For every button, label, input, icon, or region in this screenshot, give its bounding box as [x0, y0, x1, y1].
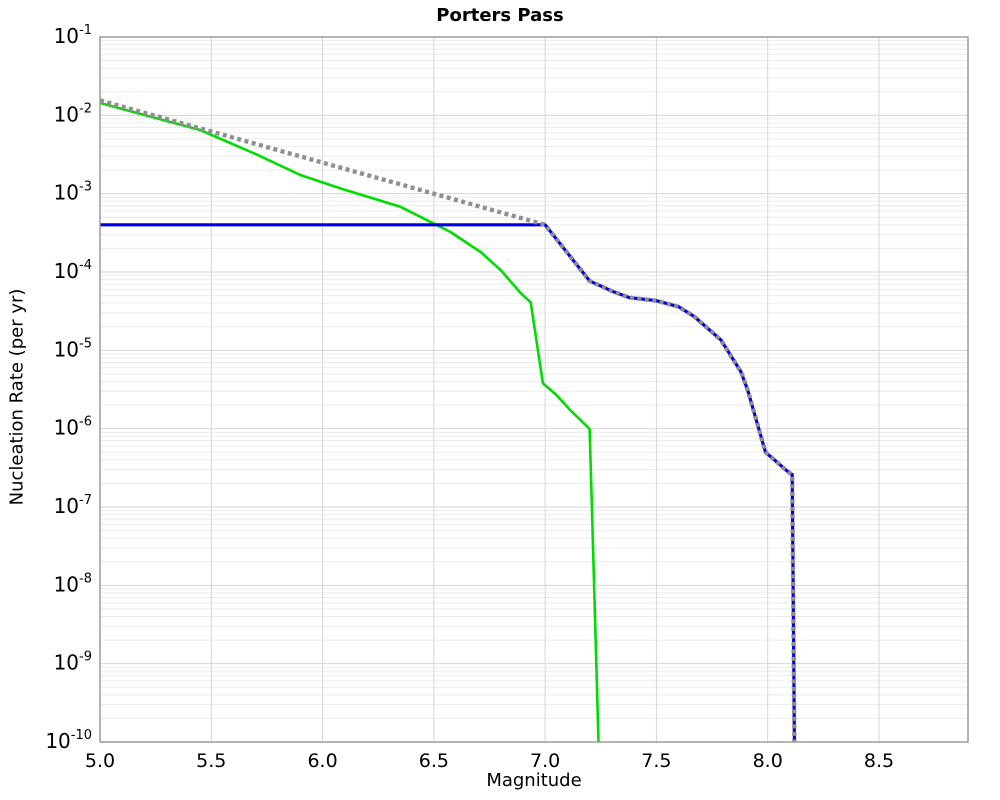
x-axis-label: Magnitude	[486, 770, 582, 791]
x-tick-label: 8.5	[864, 750, 894, 772]
y-axis-label: Nucleation Rate (per yr)	[6, 288, 28, 506]
y-tick-label: 10-4	[54, 258, 92, 283]
y-tick-label: 10-3	[54, 180, 92, 205]
y-tick-label: 10-2	[54, 101, 92, 126]
series-gray-dotted-line	[99, 98, 797, 743]
y-tick-label: 10-9	[54, 650, 92, 675]
chart-title: Porters Pass	[436, 5, 564, 26]
y-tick-label: 10-10	[45, 728, 92, 753]
x-tick-label: 6.0	[307, 750, 337, 772]
x-tick-label: 7.0	[530, 750, 560, 772]
plot-border	[99, 36, 969, 743]
x-tick-label: 6.5	[419, 750, 449, 772]
y-tick-label: 10-1	[54, 23, 92, 48]
plot-background	[100, 37, 968, 742]
x-tick-label: 8.0	[753, 750, 783, 772]
y-tick-label: 10-7	[54, 493, 92, 518]
y-tick-label: 10-8	[54, 571, 92, 596]
x-tick-label: 5.5	[196, 750, 226, 772]
series-green-solid-line	[99, 101, 600, 743]
y-tick-label: 10-5	[54, 336, 92, 361]
x-tick-label: 7.5	[641, 750, 671, 772]
y-tick-label: 10-6	[54, 415, 92, 440]
x-tick-label: 5.0	[85, 750, 115, 772]
